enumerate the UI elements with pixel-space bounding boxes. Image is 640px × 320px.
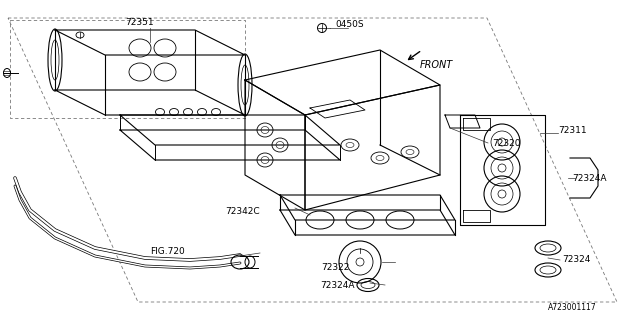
Text: 72342C: 72342C [225,207,260,217]
Text: FRONT: FRONT [420,60,453,70]
Text: 0450S: 0450S [335,20,364,28]
Text: 72320: 72320 [492,139,520,148]
Text: 72311: 72311 [558,125,587,134]
Text: A723001117: A723001117 [548,303,596,313]
Text: FIG.720: FIG.720 [150,247,185,257]
Text: 72324A: 72324A [321,281,355,290]
Text: 72324: 72324 [562,255,590,265]
Text: 72322: 72322 [322,263,350,273]
Text: 72324A: 72324A [572,173,607,182]
Text: 72351: 72351 [125,18,154,27]
